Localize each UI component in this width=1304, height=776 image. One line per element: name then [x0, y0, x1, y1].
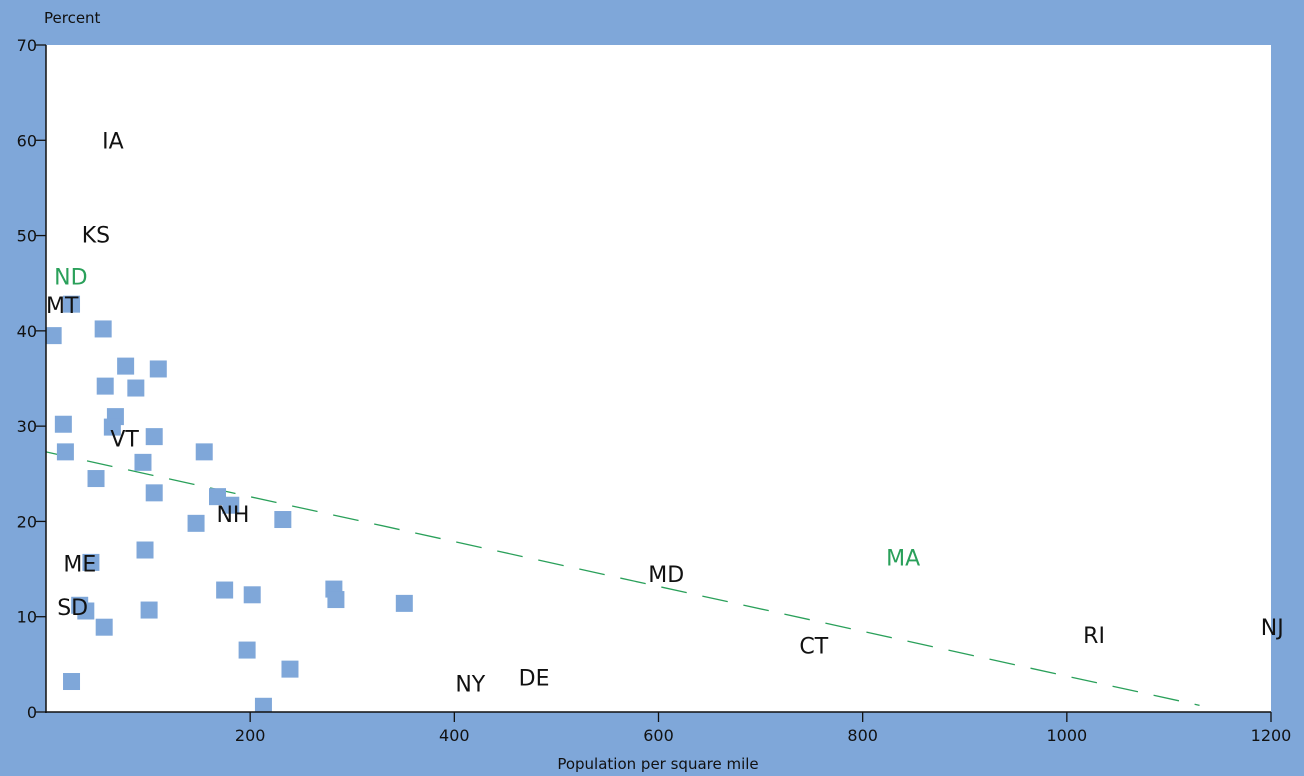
scatter-point	[77, 602, 95, 620]
state-label: VT	[110, 428, 139, 453]
state-label: MT	[46, 294, 79, 319]
trend-line	[45, 451, 1200, 706]
scatter-point	[327, 591, 345, 609]
scatter-point	[140, 601, 158, 619]
scatter-point	[134, 453, 152, 471]
y-tick-label: 70	[17, 36, 37, 55]
x-tick-label: 1200	[1251, 726, 1292, 745]
state-label: ND	[54, 266, 87, 291]
scatter-point	[281, 660, 299, 678]
scatter-point	[56, 443, 74, 461]
scatter-point	[209, 488, 226, 506]
scatter-point	[63, 295, 81, 313]
scatter-point	[145, 484, 163, 502]
x-tick-label: 400	[439, 726, 470, 745]
state-label: CT	[799, 634, 828, 659]
plot-area	[46, 45, 1271, 712]
state-labels-layer: IA KS ND MT VT NH ME SD MD MA CT RI NJ NY DE	[46, 129, 1284, 697]
state-label: NH	[216, 503, 249, 528]
state-label: IA	[102, 129, 124, 154]
scatter-point	[274, 511, 292, 529]
scatter-point	[243, 586, 261, 604]
scatter-point	[96, 377, 114, 395]
scatter-point	[87, 470, 105, 488]
state-label: NJ	[1261, 616, 1284, 641]
scatter-point	[117, 357, 135, 375]
y-tick-label: 10	[17, 608, 37, 627]
scatter-point	[94, 320, 112, 338]
scatter-point	[136, 541, 154, 559]
scatter-point	[63, 673, 81, 691]
x-tick-label: 800	[847, 726, 878, 745]
scatter-point	[254, 697, 272, 715]
x-tick-label: 1000	[1046, 726, 1087, 745]
scatter-point	[103, 418, 121, 436]
scatter-point	[149, 360, 167, 378]
scatter-point	[222, 496, 240, 514]
state-label: MD	[648, 563, 684, 588]
state-label: NY	[455, 672, 485, 697]
scatter-point	[238, 641, 256, 659]
scatter-point	[54, 415, 72, 433]
x-tick-label: 600	[643, 726, 674, 745]
y-tick-label: 0	[27, 703, 37, 722]
y-tick-label: 60	[17, 131, 37, 150]
y-tick-label: 40	[17, 322, 37, 341]
state-label: MA	[886, 547, 920, 572]
scatter-point	[187, 514, 205, 532]
points-layer	[44, 295, 413, 715]
state-label: DE	[519, 667, 550, 692]
x-axis: 200 400 600 800 1000 1200	[45, 711, 1292, 745]
scatter-point	[216, 581, 234, 599]
scatter-point	[44, 327, 62, 345]
y-tick-label: 50	[17, 227, 37, 246]
y-tick-label: 30	[17, 417, 37, 436]
scatter-point	[395, 594, 413, 612]
state-label: KS	[82, 224, 110, 249]
state-label: SD	[57, 596, 88, 621]
y-axis-title: Percent	[44, 9, 101, 27]
state-label: RI	[1083, 624, 1105, 649]
state-label: ME	[63, 552, 96, 577]
scatter-point	[127, 379, 145, 397]
y-axis: 0 10 20 30 40 50 60 70	[17, 36, 47, 722]
scatter-point	[82, 553, 100, 571]
scatter-point	[195, 443, 213, 461]
x-axis-title: Population per square mile	[557, 755, 758, 773]
y-tick-label: 20	[17, 512, 37, 531]
x-tick-label: 200	[235, 726, 266, 745]
trend-line-layer	[45, 451, 1200, 706]
scatter-point	[95, 618, 113, 636]
scatter-point	[145, 428, 163, 446]
